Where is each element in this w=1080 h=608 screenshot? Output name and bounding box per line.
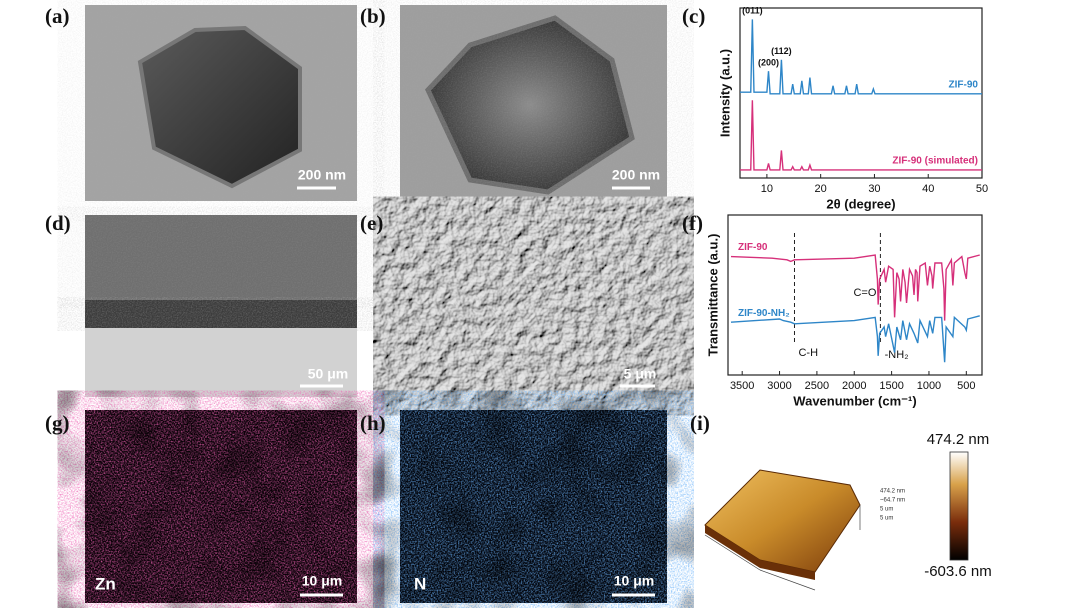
panel-e: 5 μm (e) (360, 211, 667, 397)
plot-frame (727, 214, 983, 376)
panel-h: N 10 μm (h) (360, 410, 667, 603)
x-tick-label: 2000 (842, 380, 866, 392)
x-tick-label: 40 (922, 183, 934, 195)
image-texture (400, 410, 667, 603)
afm-legend: 5 um (880, 516, 893, 522)
afm-side (705, 525, 815, 580)
sem-image (400, 215, 667, 397)
x-tick-label: 10 (761, 183, 773, 195)
x-tick-label: 20 (815, 183, 827, 195)
scale-bar-label: 10 μm (302, 573, 342, 589)
x-axis-label: 2θ (degree) (826, 196, 895, 211)
peak-label: (200) (758, 58, 779, 68)
x-tick-label: 2500 (805, 380, 829, 392)
afm-legend: ~64.7 nm (880, 498, 905, 504)
peak-label: (011) (742, 6, 763, 16)
x-tick-label: 500 (957, 380, 975, 392)
panel-i: (i) 474.2 nm ~64.7 nm 5 um 5 um 474.2 nm… (690, 411, 992, 591)
legend-entry: ZIF-90-NH₂ (738, 308, 790, 319)
image-texture (85, 300, 357, 328)
colorbar-min: -603.6 nm (924, 563, 992, 580)
scale-bar-label: 10 μm (614, 573, 654, 589)
panel-label: (b) (360, 4, 386, 28)
panel-d: 50 μm (d) (45, 211, 357, 397)
afm-legend: 5 um (880, 507, 893, 513)
series-line (740, 19, 982, 95)
scale-bar-label: 5 μm (624, 366, 657, 382)
afm-axis (759, 569, 816, 591)
panel-b: 200 nm (b) (360, 4, 667, 201)
y-axis-label: Transmittance (a.u.) (705, 234, 720, 357)
marker-label: C-H (798, 347, 818, 359)
marker-label: C=O (853, 287, 876, 299)
panel-label: (e) (360, 211, 383, 235)
plot-frame (739, 7, 983, 179)
x-tick-label: 3500 (730, 380, 754, 392)
scale-bar-label: 200 nm (612, 167, 660, 183)
colorbar (949, 451, 969, 561)
x-tick-label: 1000 (917, 380, 941, 392)
image-texture (85, 215, 357, 300)
colorbar-max: 474.2 nm (927, 431, 990, 448)
afm-axis (704, 534, 761, 571)
scale-bar-label: 200 nm (298, 167, 346, 183)
panel-label: (i) (690, 411, 710, 435)
x-axis-label: Wavenumber (cm⁻¹) (793, 393, 916, 408)
series-line (740, 100, 982, 171)
x-tick-label: 3000 (767, 380, 791, 392)
element-label: Zn (95, 574, 116, 593)
series-line (730, 254, 980, 321)
annotation: -NH₂ (885, 349, 909, 361)
panel-label: (h) (360, 411, 386, 435)
x-tick-label: 1500 (879, 380, 903, 392)
panel-label: (d) (45, 211, 71, 235)
image-texture (400, 5, 667, 201)
afm-surface (704, 469, 861, 573)
legend-entry: ZIF-90 (simulated) (892, 156, 978, 167)
afm-legend: 474.2 nm (880, 489, 905, 495)
legend-entry: ZIF-90 (949, 79, 979, 90)
x-tick-label: 50 (976, 183, 988, 195)
scale-bar-label: 50 μm (308, 366, 348, 382)
panel-label: (f) (682, 211, 703, 235)
crystal (137, 25, 302, 189)
legend-entry: ZIF-90 (738, 242, 768, 253)
x-tick-label: 30 (868, 183, 880, 195)
series-line (730, 315, 980, 363)
element-label: N (414, 574, 426, 593)
peak-label: (112) (771, 46, 792, 56)
panel-label: (c) (682, 4, 705, 28)
image-texture (85, 410, 357, 603)
panel-label: (a) (45, 4, 70, 28)
panel-a: 200 nm (a) (45, 4, 357, 201)
y-axis-label: Intensity (a.u.) (717, 49, 732, 137)
panel-g: Zn 10 μm (g) (45, 410, 357, 603)
panel-label: (g) (45, 411, 70, 435)
